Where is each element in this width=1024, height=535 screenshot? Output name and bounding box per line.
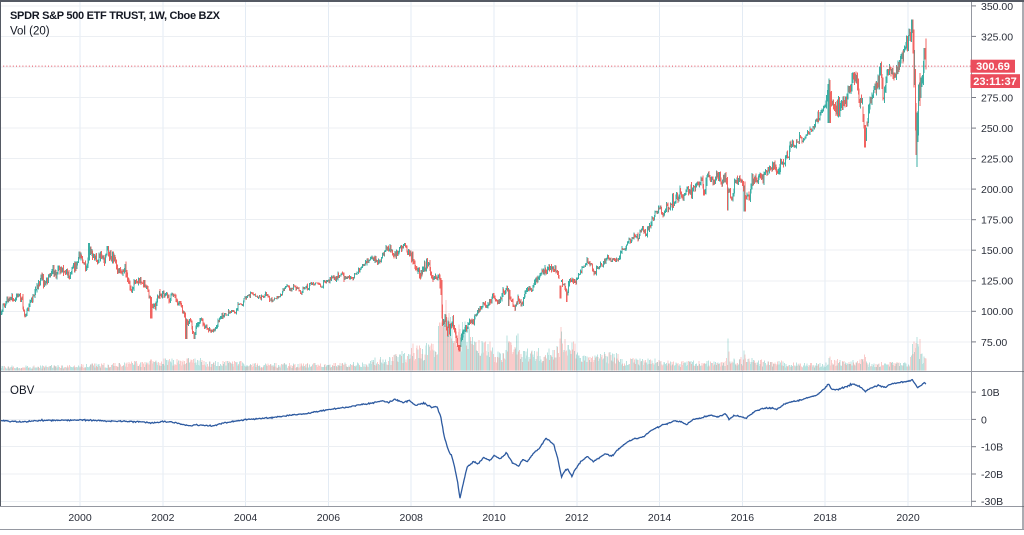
svg-text:Vol (20): Vol (20): [10, 26, 50, 38]
svg-text:300.69: 300.69: [976, 61, 1010, 73]
svg-text:2012: 2012: [565, 512, 589, 524]
svg-text:2010: 2010: [482, 512, 506, 524]
svg-text:2008: 2008: [400, 512, 424, 524]
svg-text:250.00: 250.00: [981, 123, 1013, 135]
svg-text:-20B: -20B: [981, 469, 1003, 481]
svg-text:SPDR S&P 500 ETF TRUST, 1W, Cb: SPDR S&P 500 ETF TRUST, 1W, Cboe BZX: [10, 10, 221, 22]
svg-text:-30B: -30B: [981, 496, 1003, 508]
svg-text:2000: 2000: [68, 512, 92, 524]
svg-text:2018: 2018: [814, 512, 838, 524]
svg-text:275.00: 275.00: [981, 92, 1013, 104]
svg-text:2016: 2016: [731, 512, 755, 524]
svg-text:75.00: 75.00: [981, 337, 1007, 349]
svg-text:175.00: 175.00: [981, 215, 1013, 227]
svg-text:125.00: 125.00: [981, 276, 1013, 288]
svg-text:23:11:37: 23:11:37: [973, 76, 1016, 88]
svg-text:200.00: 200.00: [981, 184, 1013, 196]
svg-text:10B: 10B: [981, 387, 1000, 399]
svg-text:2020: 2020: [896, 512, 920, 524]
svg-text:-10B: -10B: [981, 442, 1003, 454]
svg-text:2002: 2002: [151, 512, 175, 524]
svg-text:325.00: 325.00: [981, 31, 1013, 43]
svg-text:225.00: 225.00: [981, 154, 1013, 166]
svg-text:350.00: 350.00: [981, 1, 1013, 13]
svg-text:2004: 2004: [234, 512, 258, 524]
svg-text:100.00: 100.00: [981, 306, 1013, 318]
svg-text:2014: 2014: [648, 512, 672, 524]
svg-text:OBV: OBV: [10, 385, 35, 397]
svg-text:0: 0: [981, 414, 987, 426]
svg-text:2006: 2006: [317, 512, 341, 524]
svg-text:150.00: 150.00: [981, 245, 1013, 257]
